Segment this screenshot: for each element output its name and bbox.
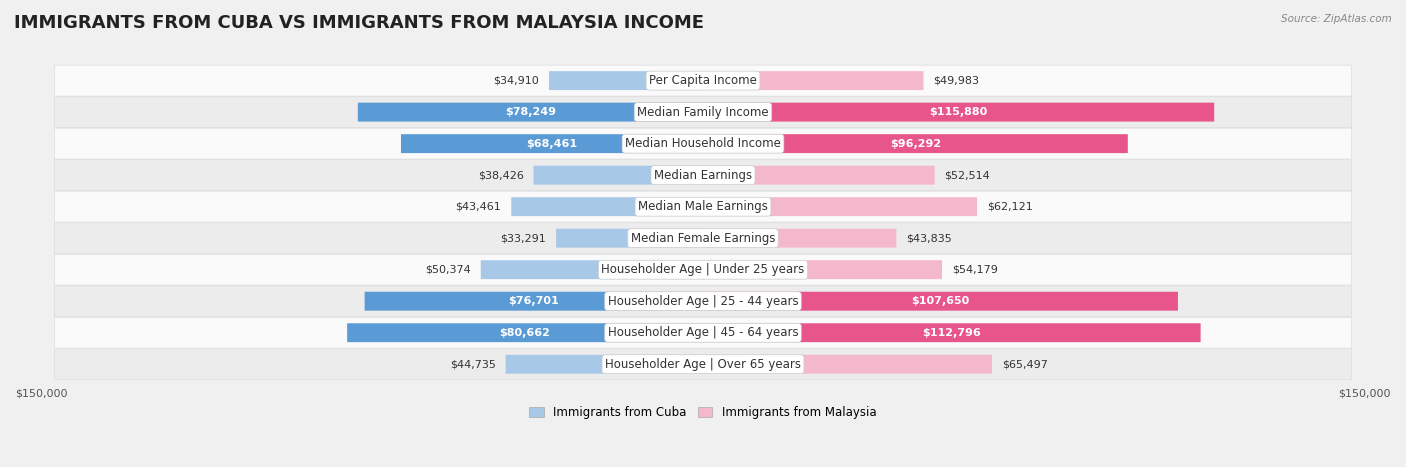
Text: IMMIGRANTS FROM CUBA VS IMMIGRANTS FROM MALAYSIA INCOME: IMMIGRANTS FROM CUBA VS IMMIGRANTS FROM … [14, 14, 704, 32]
FancyBboxPatch shape [347, 323, 703, 342]
FancyBboxPatch shape [55, 254, 1351, 285]
FancyBboxPatch shape [703, 71, 924, 90]
FancyBboxPatch shape [364, 292, 703, 311]
Text: $65,497: $65,497 [1002, 359, 1047, 369]
Text: Median Earnings: Median Earnings [654, 169, 752, 182]
Text: $62,121: $62,121 [987, 202, 1033, 212]
Text: Median Male Earnings: Median Male Earnings [638, 200, 768, 213]
FancyBboxPatch shape [55, 65, 1351, 96]
Text: Source: ZipAtlas.com: Source: ZipAtlas.com [1281, 14, 1392, 24]
Text: $50,374: $50,374 [425, 265, 471, 275]
FancyBboxPatch shape [703, 197, 977, 216]
FancyBboxPatch shape [55, 317, 1351, 348]
Text: $107,650: $107,650 [911, 296, 970, 306]
FancyBboxPatch shape [506, 355, 703, 374]
Text: $34,910: $34,910 [494, 76, 538, 85]
FancyBboxPatch shape [55, 191, 1351, 222]
FancyBboxPatch shape [357, 103, 703, 121]
Text: Per Capita Income: Per Capita Income [650, 74, 756, 87]
Legend: Immigrants from Cuba, Immigrants from Malaysia: Immigrants from Cuba, Immigrants from Ma… [530, 406, 876, 419]
FancyBboxPatch shape [703, 355, 993, 374]
Text: Householder Age | 25 - 44 years: Householder Age | 25 - 44 years [607, 295, 799, 308]
FancyBboxPatch shape [55, 97, 1351, 127]
FancyBboxPatch shape [703, 292, 1178, 311]
Text: $33,291: $33,291 [501, 233, 546, 243]
Text: $96,292: $96,292 [890, 139, 941, 149]
FancyBboxPatch shape [401, 134, 703, 153]
Text: $115,880: $115,880 [929, 107, 988, 117]
Text: $78,249: $78,249 [505, 107, 555, 117]
FancyBboxPatch shape [703, 103, 1215, 121]
Text: $52,514: $52,514 [945, 170, 990, 180]
Text: $112,796: $112,796 [922, 328, 981, 338]
FancyBboxPatch shape [533, 166, 703, 184]
FancyBboxPatch shape [481, 260, 703, 279]
Text: Householder Age | Under 25 years: Householder Age | Under 25 years [602, 263, 804, 276]
FancyBboxPatch shape [55, 128, 1351, 159]
FancyBboxPatch shape [703, 166, 935, 184]
Text: Median Female Earnings: Median Female Earnings [631, 232, 775, 245]
FancyBboxPatch shape [703, 260, 942, 279]
Text: $80,662: $80,662 [499, 328, 551, 338]
FancyBboxPatch shape [55, 349, 1351, 380]
FancyBboxPatch shape [703, 229, 897, 248]
Text: $68,461: $68,461 [526, 139, 578, 149]
Text: $54,179: $54,179 [952, 265, 998, 275]
FancyBboxPatch shape [703, 323, 1201, 342]
Text: $76,701: $76,701 [509, 296, 560, 306]
Text: $43,835: $43,835 [907, 233, 952, 243]
FancyBboxPatch shape [548, 71, 703, 90]
Text: $44,735: $44,735 [450, 359, 496, 369]
Text: Median Household Income: Median Household Income [626, 137, 780, 150]
Text: $38,426: $38,426 [478, 170, 523, 180]
Text: $49,983: $49,983 [934, 76, 980, 85]
Text: Householder Age | 45 - 64 years: Householder Age | 45 - 64 years [607, 326, 799, 339]
Text: $43,461: $43,461 [456, 202, 502, 212]
Text: Householder Age | Over 65 years: Householder Age | Over 65 years [605, 358, 801, 371]
FancyBboxPatch shape [557, 229, 703, 248]
FancyBboxPatch shape [55, 160, 1351, 191]
FancyBboxPatch shape [512, 197, 703, 216]
Text: Median Family Income: Median Family Income [637, 106, 769, 119]
FancyBboxPatch shape [55, 223, 1351, 254]
FancyBboxPatch shape [703, 134, 1128, 153]
FancyBboxPatch shape [55, 286, 1351, 317]
